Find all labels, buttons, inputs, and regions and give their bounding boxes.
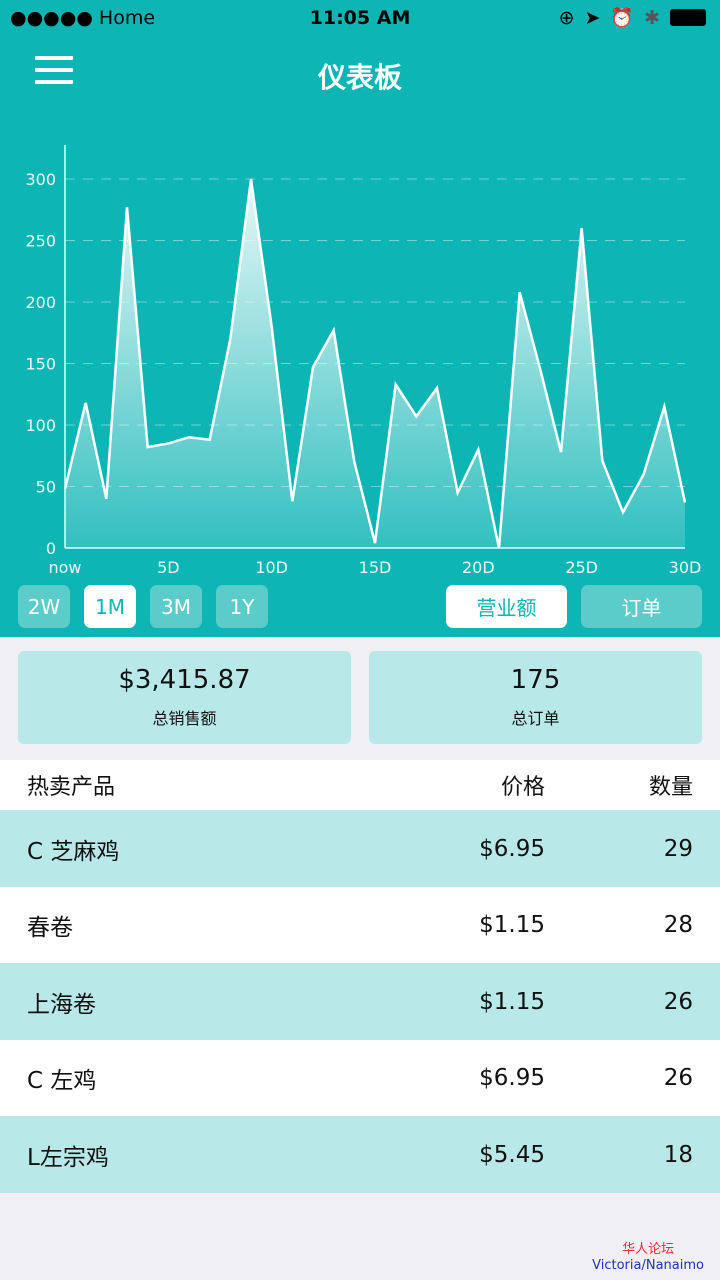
table-row[interactable]: C 芝麻鸡 $6.95 29 <box>0 810 720 887</box>
product-quantity: 29 <box>663 835 693 862</box>
nav-bar: 仪表板 <box>0 50 720 96</box>
product-quantity: 18 <box>663 1141 693 1168</box>
header-panel: ●●●●● Home 11:05 AM ⊕ ➤ ⏰ ✱ 仪表板 0 50 100 150 20… <box>0 0 720 637</box>
range-1y[interactable]: 1Y <box>216 585 268 628</box>
x-tick-label: 5D <box>157 558 180 577</box>
y-tick-label: 0 <box>46 539 56 558</box>
range-1m[interactable]: 1M <box>84 585 136 628</box>
product-quantity: 26 <box>663 1065 693 1092</box>
product-price: $1.15 <box>479 912 545 939</box>
status-bar: ●●●●● Home 11:05 AM ⊕ ➤ ⏰ ✱ <box>0 0 720 38</box>
x-tick-label: 20D <box>462 558 495 577</box>
total-orders-label: 总订单 <box>511 709 560 728</box>
y-tick-label: 250 <box>25 232 56 251</box>
x-tick-label: now <box>48 558 81 577</box>
product-name: 上海卷 <box>27 991 96 1018</box>
battery-icon <box>670 9 706 26</box>
area-fill <box>65 179 685 548</box>
x-tick-label: 30D <box>669 558 702 577</box>
x-tick-label: 25D <box>565 558 598 577</box>
metric-tab-0[interactable]: 营业额 <box>446 585 567 628</box>
bluetooth-icon: ✱ <box>644 6 660 29</box>
location-icon: ➤ <box>584 6 601 29</box>
total-orders-value: 175 <box>510 665 561 695</box>
x-tick-label: 15D <box>359 558 392 577</box>
total-sales-card: $3,415.87 总销售额 <box>18 651 351 744</box>
product-name: C 芝麻鸡 <box>27 838 120 865</box>
y-tick-label: 150 <box>25 355 56 374</box>
orientation-lock-icon: ⊕ <box>558 6 575 29</box>
sales-chart: 0 50 100 150 200 250 300 now 5D 10D 15D 20D 25D 30D <box>25 145 702 577</box>
x-tick-label: 10D <box>255 558 288 577</box>
header-product: 热卖产品 <box>27 775 116 800</box>
table-row[interactable]: 上海卷 $1.15 26 <box>0 963 720 1041</box>
y-tick-label: 200 <box>25 293 56 312</box>
y-tick-label: 50 <box>36 478 56 497</box>
product-price: $5.45 <box>479 1141 545 1168</box>
product-quantity: 26 <box>663 988 693 1015</box>
alarm-icon: ⏰ <box>610 7 635 29</box>
product-quantity: 28 <box>663 912 693 939</box>
carrier: ●●●●● Home <box>10 7 156 29</box>
table-row[interactable]: C 左鸡 $6.95 26 <box>0 1039 720 1117</box>
product-price: $6.95 <box>479 1065 545 1092</box>
y-tick-label: 300 <box>25 170 56 189</box>
clock: 11:05 AM <box>309 7 411 29</box>
watermark-line1: 华人论坛 <box>622 1242 675 1257</box>
total-sales-value: $3,415.87 <box>118 665 251 695</box>
header-price: 价格 <box>500 775 545 800</box>
product-price: $1.15 <box>479 988 545 1015</box>
product-price: $6.95 <box>479 835 545 862</box>
range-2w[interactable]: 2W <box>18 585 70 628</box>
header-quantity: 数量 <box>648 775 693 800</box>
total-sales-label: 总销售额 <box>152 709 217 728</box>
range-3m[interactable]: 3M <box>150 585 202 628</box>
table-row[interactable]: 春卷 $1.15 28 <box>0 886 720 964</box>
table-header: 热卖产品 价格 数量 <box>0 760 720 810</box>
product-name: 春卷 <box>27 915 73 942</box>
menu-icon[interactable] <box>35 56 73 86</box>
y-tick-label: 100 <box>25 416 56 435</box>
product-name: L左宗鸡 <box>27 1144 109 1171</box>
product-name: C 左鸡 <box>27 1068 97 1095</box>
total-orders-card: 175 总订单 <box>369 651 702 744</box>
watermark-line2: Victoria/Nanaimo <box>592 1258 704 1273</box>
table-row[interactable]: L左宗鸡 $5.45 18 <box>0 1116 720 1194</box>
page-title: 仪表板 <box>317 61 402 94</box>
metric-tab-1[interactable]: 订单 <box>581 585 702 628</box>
watermark: 华人论坛 Victoria/Nanaimo <box>592 1242 704 1274</box>
